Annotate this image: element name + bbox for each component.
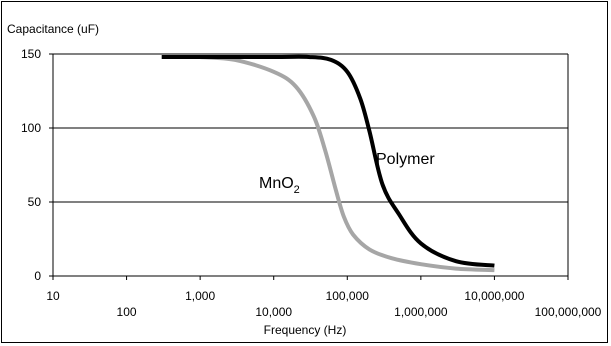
y-tick-label: 100 <box>21 121 41 135</box>
x-tick-label: 100,000 <box>326 289 370 303</box>
polymer-label-text: Polymer <box>376 151 435 168</box>
y-tick-label: 150 <box>21 47 41 61</box>
x-axis-title: Frequency (Hz) <box>264 323 347 337</box>
y-axis-title: Capacitance (uF) <box>7 22 99 36</box>
x-tick-label: 10 <box>46 289 60 303</box>
x-tick-label: 1,000,000 <box>394 305 448 319</box>
polymer-series-line <box>161 54 495 268</box>
tick-layer: 0 50 100 150 10 100 1,000 10,000 100,000 1,000,00… <box>21 47 602 319</box>
x-tick-label: 10,000 <box>255 305 292 319</box>
series-layer <box>161 54 495 273</box>
mno2-label-base: MnO <box>259 175 294 192</box>
x-tick-label: 100,000,000 <box>535 305 602 319</box>
mno2-series-label: MnO2 <box>259 175 300 196</box>
x-tick-label: 10,000,000 <box>464 289 524 303</box>
x-tick-label: 100 <box>117 305 137 319</box>
y-tick-label: 0 <box>34 269 41 283</box>
mno2-label-subscript: 2 <box>294 184 300 196</box>
y-tick-label: 50 <box>28 195 42 209</box>
mno2-series-line <box>199 55 495 273</box>
grid-layer <box>52 53 569 277</box>
polymer-series-label: Polymer <box>376 151 435 168</box>
x-tick-label: 1,000 <box>185 289 215 303</box>
